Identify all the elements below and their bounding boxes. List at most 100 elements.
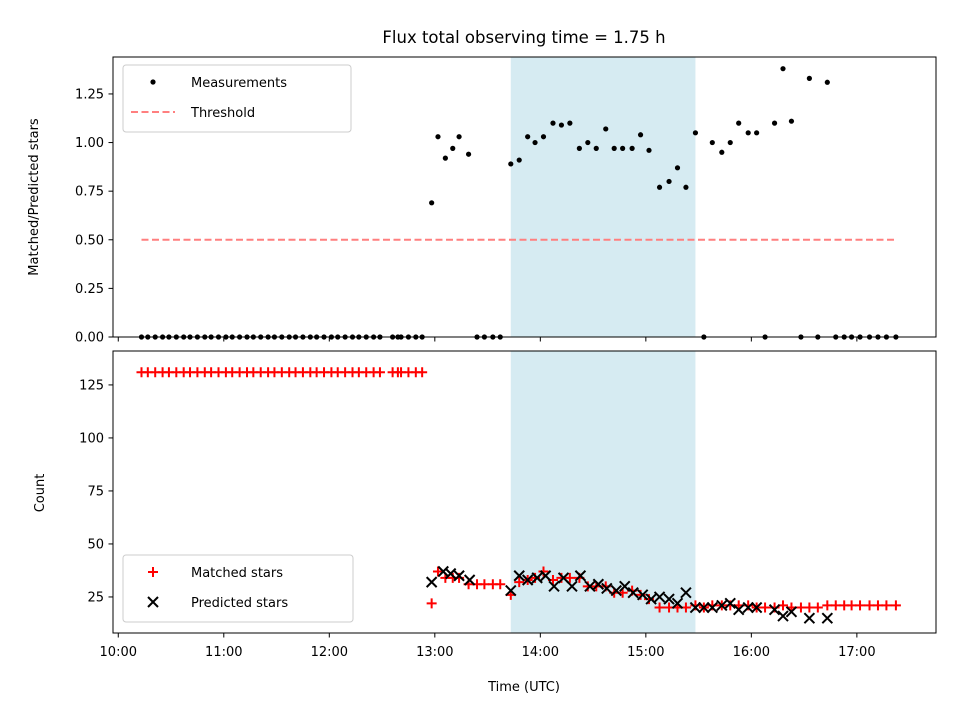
- y-tick-label: 0.00: [75, 331, 104, 346]
- measurement-point: [727, 139, 733, 146]
- legend-label: Threshold: [190, 106, 255, 121]
- x-tick-label: 11:00: [205, 645, 242, 660]
- measurement-point: [754, 130, 760, 136]
- matched-star-point: [479, 579, 490, 590]
- highlight-span: [510, 351, 696, 633]
- predicted-star-point: [653, 591, 666, 603]
- matched-star-point: [855, 600, 866, 611]
- x-tick-label: 14:00: [522, 645, 559, 660]
- measurement-point: [683, 184, 689, 190]
- predicted-star-point: [539, 570, 552, 582]
- measurement-point: [516, 157, 522, 163]
- measurement-point: [550, 120, 556, 126]
- y-tick-label: 125: [79, 378, 104, 393]
- predicted-star-point: [521, 574, 534, 586]
- predicted-star-point: [750, 601, 763, 614]
- top-panel: 0.00 0.25 0.50 0.75 1.00 1.25 Matched/Predict…: [27, 56, 937, 346]
- measurement-point: [788, 118, 795, 124]
- predicted-star-point: [557, 572, 570, 584]
- matched-star-point: [432, 566, 443, 577]
- measurement-point: [656, 184, 663, 190]
- measurement-point: [525, 134, 531, 140]
- predicted-star-point: [601, 582, 613, 595]
- x-tick-label: 10:00: [100, 645, 137, 660]
- legend-box: [122, 554, 354, 623]
- predicted-star-point: [513, 570, 525, 582]
- y-tick-label: 1.00: [75, 136, 104, 151]
- predicted-star-point: [627, 587, 639, 599]
- bottom-panel: 10:00 11:00 12:00 13:00 14:00 15:00 16:00 17:00…: [33, 350, 937, 695]
- top-axes: 0.00 0.25 0.50 0.75 1.00 1.25: [75, 56, 937, 346]
- predicted-star-point: [610, 584, 623, 597]
- measurement-point: [450, 145, 456, 151]
- matched-star-point: [881, 600, 892, 611]
- matched-star-point: [846, 600, 857, 611]
- measurement-point: [824, 79, 830, 85]
- matched-star-point: [654, 602, 665, 613]
- y-tick-label: 0.75: [75, 185, 104, 200]
- measurement-point: [745, 130, 751, 136]
- axes-frame: [112, 350, 937, 634]
- predicted-star-point: [671, 597, 684, 610]
- x-axis-label: Time (UTC): [487, 680, 560, 695]
- measurement-point: [620, 145, 626, 151]
- predicted-star-point: [680, 587, 692, 599]
- x-tick-label: 17:00: [838, 645, 875, 660]
- matched-star-point: [872, 600, 883, 611]
- top-legend: Measurements Threshold: [122, 64, 352, 133]
- legend-marker-plus: [148, 567, 158, 577]
- predicted-star-point: [742, 601, 754, 614]
- predicted-star-point: [574, 570, 587, 582]
- legend-marker-dot: [150, 79, 156, 85]
- bottom-axes: 10:00 11:00 12:00 13:00 14:00 15:00 16:00 17:00…: [79, 350, 937, 660]
- chart-title: Flux total observing time = 1.75 h: [382, 28, 665, 47]
- bottom-legend: Matched stars Predicted stars: [122, 554, 354, 623]
- measurement-point: [611, 145, 617, 151]
- y-tick-label: 100: [79, 431, 104, 446]
- predicted-star-point: [531, 572, 543, 584]
- measurement-point: [780, 66, 786, 72]
- measurement-point: [736, 120, 742, 126]
- measurement-point: [576, 145, 582, 151]
- matched-star-point: [804, 602, 815, 613]
- predicted-star-point: [645, 593, 657, 605]
- measurement-point: [692, 130, 699, 136]
- y-tick-label: 0.50: [75, 233, 104, 248]
- matched-star-point: [760, 602, 771, 613]
- predicted-stars-series: [425, 565, 834, 624]
- predicted-star-point: [566, 580, 578, 593]
- measurement-point: [532, 139, 538, 146]
- matched-star-point: [426, 598, 437, 609]
- predicted-star-point: [768, 603, 781, 616]
- predicted-star-point: [584, 580, 596, 593]
- matched-star-point: [495, 579, 506, 590]
- predicted-star-point: [706, 601, 719, 614]
- measurement-point: [646, 147, 652, 153]
- matched-star-point: [417, 367, 428, 378]
- matched-star-point: [374, 367, 385, 378]
- predicted-star-point: [724, 597, 736, 610]
- predicted-star-point: [444, 567, 457, 580]
- predicted-star-point: [821, 612, 834, 624]
- predicted-star-point: [425, 576, 438, 588]
- predicted-star-point: [732, 603, 745, 616]
- x-tick-label: 13:00: [416, 645, 453, 660]
- legend-label: Matched stars: [191, 566, 283, 581]
- measurement-point: [603, 126, 609, 132]
- matched-star-point: [822, 600, 833, 611]
- predicted-star-point: [689, 601, 702, 614]
- predicted-star-point: [803, 612, 816, 624]
- matched-star-point: [514, 577, 525, 588]
- legend-label: Predicted stars: [191, 596, 288, 611]
- measurement-point: [558, 122, 565, 128]
- measurement-point: [465, 151, 472, 157]
- measurement-point: [429, 200, 435, 206]
- predicted-star-point: [463, 574, 476, 586]
- measurement-point: [719, 149, 725, 155]
- predicted-star-point: [592, 578, 605, 590]
- predicted-star-point: [453, 570, 465, 582]
- measurement-point: [709, 139, 715, 146]
- x-tick-label: 12:00: [311, 645, 348, 660]
- y-tick-label: 1.25: [75, 87, 104, 102]
